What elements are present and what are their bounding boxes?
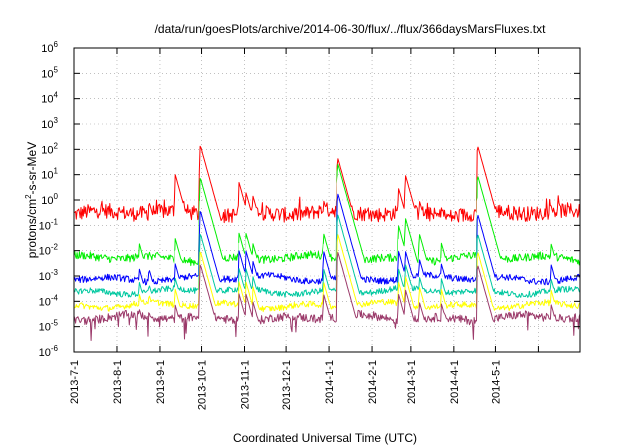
y-tick-label: 10-3 xyxy=(39,268,59,283)
x-tick-label: 2013-7-1 xyxy=(69,360,81,404)
grid-lines xyxy=(74,48,580,352)
y-axis-label-prefix: protons/cm xyxy=(25,199,39,258)
plot-frame xyxy=(73,47,581,353)
chart-title: /data/run/goesPlots/archive/2014-06-30/f… xyxy=(155,22,547,36)
x-axis: 2013-7-1 2013-8-1 2013-9-1 2013-10-1 2013-11… xyxy=(69,48,539,410)
y-tick-base: 10 xyxy=(41,195,53,207)
y-tick-exponent: 6 xyxy=(54,40,59,49)
y-axis: 10-610-510-410-310-210-11001011021031041… xyxy=(39,40,580,359)
x-tick-label: 2014-4-1 xyxy=(449,360,461,404)
y-axis-label-suffix: -s-sr-MeV xyxy=(25,142,39,195)
series-line-0 xyxy=(73,145,581,224)
y-tick-base: 10 xyxy=(39,246,51,258)
y-tick-exponent: -1 xyxy=(51,217,59,226)
y-tick-label: 10-5 xyxy=(39,319,59,334)
y-tick-base: 10 xyxy=(41,68,53,80)
x-tick-label: 2013-10-1 xyxy=(197,360,209,410)
y-tick-base: 10 xyxy=(39,322,51,334)
x-tick-label: 2013-8-1 xyxy=(112,360,124,404)
y-tick-base: 10 xyxy=(41,43,53,55)
y-tick-base: 10 xyxy=(41,94,53,106)
series-line-3 xyxy=(73,193,581,286)
y-tick-exponent: -2 xyxy=(51,243,59,252)
series-line-1 xyxy=(73,163,581,267)
y-axis-label-sup: 2 xyxy=(24,194,33,199)
x-tick-label: 2013-11-1 xyxy=(240,360,252,409)
y-tick-exponent: 5 xyxy=(54,65,59,74)
y-tick-label: 10-1 xyxy=(39,217,59,232)
series-line-4 xyxy=(73,214,581,298)
y-tick-label: 106 xyxy=(41,40,58,55)
y-tick-base: 10 xyxy=(39,271,51,283)
x-tick-label: 2013-9-1 xyxy=(155,360,167,404)
y-tick-label: 100 xyxy=(41,192,58,207)
series-line-2 xyxy=(73,176,581,277)
y-tick-base: 10 xyxy=(39,347,51,359)
y-tick-base: 10 xyxy=(41,170,53,182)
y-tick-label: 10-2 xyxy=(39,243,59,258)
series-line-6 xyxy=(73,252,581,341)
y-tick-exponent: -5 xyxy=(51,319,59,328)
y-tick-label: 103 xyxy=(41,116,58,131)
x-tick-label: 2014-3-1 xyxy=(406,360,418,404)
y-tick-label: 102 xyxy=(41,141,58,156)
y-tick-exponent: 2 xyxy=(54,141,59,150)
y-tick-exponent: -6 xyxy=(51,344,59,353)
x-tick-label: 2014-2-1 xyxy=(367,360,379,404)
y-tick-label: 10-6 xyxy=(39,344,59,359)
x-tick-label: 2014-1-1 xyxy=(324,360,336,404)
y-tick-base: 10 xyxy=(39,220,51,232)
y-axis-label: protons/cm2-s-sr-MeV xyxy=(24,142,39,258)
plot-area xyxy=(73,145,581,341)
y-tick-label: 105 xyxy=(41,65,58,80)
y-tick-exponent: 4 xyxy=(54,91,59,100)
y-tick-exponent: 1 xyxy=(54,167,59,176)
y-tick-base: 10 xyxy=(41,119,53,131)
y-tick-exponent: 0 xyxy=(54,192,59,201)
y-tick-base: 10 xyxy=(41,144,53,156)
y-tick-label: 104 xyxy=(41,91,58,106)
series-line-5 xyxy=(73,234,581,313)
y-tick-exponent: -4 xyxy=(51,293,59,302)
y-tick-label: 10-4 xyxy=(39,293,59,308)
x-tick-label: 2014-5-1 xyxy=(490,360,502,404)
y-tick-exponent: 3 xyxy=(54,116,59,125)
y-tick-base: 10 xyxy=(39,296,51,308)
y-tick-exponent: -3 xyxy=(51,268,59,277)
x-axis-label: Coordinated Universal Time (UTC) xyxy=(233,431,417,445)
x-tick-label: 2013-12-1 xyxy=(281,360,293,410)
y-tick-label: 101 xyxy=(41,167,58,182)
